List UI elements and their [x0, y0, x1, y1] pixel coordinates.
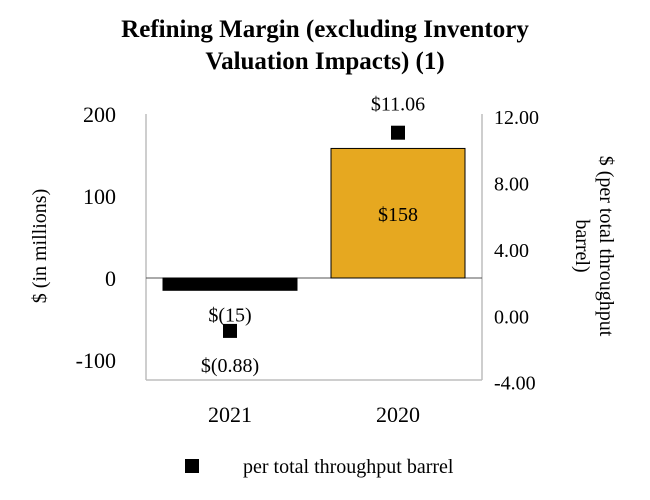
chart-title-line-2: Valuation Impacts) (1): [205, 48, 445, 75]
legend-marker-square: [185, 459, 199, 473]
legend-label: per total throughput barrel: [243, 456, 454, 478]
right-tick-label: 4.00: [494, 240, 529, 262]
left-axis-label: $ (in millions): [29, 189, 51, 303]
marker-value-label: $11.06: [371, 94, 425, 116]
right-tick-label: 12.00: [494, 107, 539, 129]
right-axis-label-line-2: barrel): [571, 219, 593, 272]
left-tick-label: 200: [83, 102, 116, 127]
bar-value-label: $158: [378, 204, 418, 226]
right-axis-label: $ (per total throughput barrel): [571, 156, 617, 337]
marker-2021: [223, 323, 237, 338]
left-tick-label: 100: [83, 184, 116, 209]
bar-series: $(15) $158: [162, 147, 466, 326]
right-tick-label: 0.00: [494, 306, 529, 328]
left-axis-ticks: 200 100 0 -100: [76, 102, 116, 373]
marker-series: $(0.88) $11.06: [201, 94, 425, 377]
right-axis-label-line-1: $ (per total throughput: [595, 156, 617, 337]
left-tick-label: 0: [105, 266, 116, 291]
marker-value-label: $(0.88): [201, 355, 259, 377]
x-tick-label: 2021: [208, 402, 252, 427]
bar-value-label: $(15): [208, 304, 251, 326]
bar-2021: [162, 277, 298, 291]
right-tick-label: 8.00: [494, 174, 529, 196]
x-tick-label: 2020: [376, 402, 420, 427]
marker-2020: [391, 125, 405, 140]
chart-title-line-1: Refining Margin (excluding Inventory: [121, 16, 529, 43]
bar-2020: [330, 147, 466, 279]
left-tick-label: -100: [76, 348, 116, 373]
x-axis-ticks: 2021 2020: [208, 402, 420, 427]
right-tick-label: -4.00: [494, 373, 536, 395]
chart-title: Refining Margin (excluding Inventory Val…: [0, 14, 650, 78]
right-axis-ticks: 12.00 8.00 4.00 0.00 -4.00: [494, 107, 539, 395]
